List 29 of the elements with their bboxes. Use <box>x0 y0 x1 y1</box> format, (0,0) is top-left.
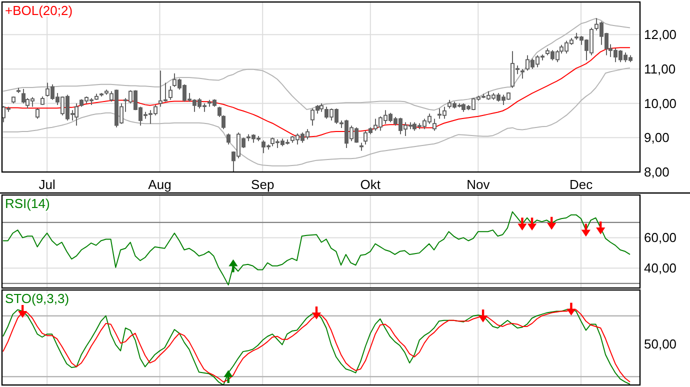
y-tick-label: 60,00 <box>644 230 677 246</box>
y-tick-label: 8,00 <box>644 164 670 180</box>
x-tick-label: Nov <box>466 177 490 192</box>
text: 50,00 <box>644 336 677 352</box>
x-tick-label: Jul <box>38 177 56 192</box>
candlestick <box>432 118 436 132</box>
x-tick-label: Okt <box>360 177 381 192</box>
point <box>566 302 576 316</box>
x-tick-label: Sep <box>251 177 274 192</box>
y-tick-label: 40,00 <box>644 260 677 276</box>
y-tick-label: 11,00 <box>644 62 676 77</box>
point <box>518 218 527 230</box>
y-tick-label: 10,00 <box>644 96 677 111</box>
chart-title: RSI(14) <box>5 196 50 211</box>
chart-title: +BOL(20;2) <box>5 3 73 18</box>
y-tick-label: 9,00 <box>644 130 670 146</box>
candlestick <box>36 108 40 120</box>
candlestick <box>520 68 524 80</box>
candlestick <box>74 102 78 126</box>
y-tick-label: 12,00 <box>644 27 677 42</box>
candlestick <box>226 133 230 146</box>
line-series <box>2 18 630 111</box>
line-series <box>2 67 630 166</box>
line-series <box>2 211 630 286</box>
chart-title: STO(9,3,3) <box>5 291 70 306</box>
candlestick <box>168 86 172 100</box>
x-tick-label: Aug <box>148 177 172 192</box>
point <box>228 260 238 272</box>
x-tick-label: Dec <box>569 177 594 192</box>
